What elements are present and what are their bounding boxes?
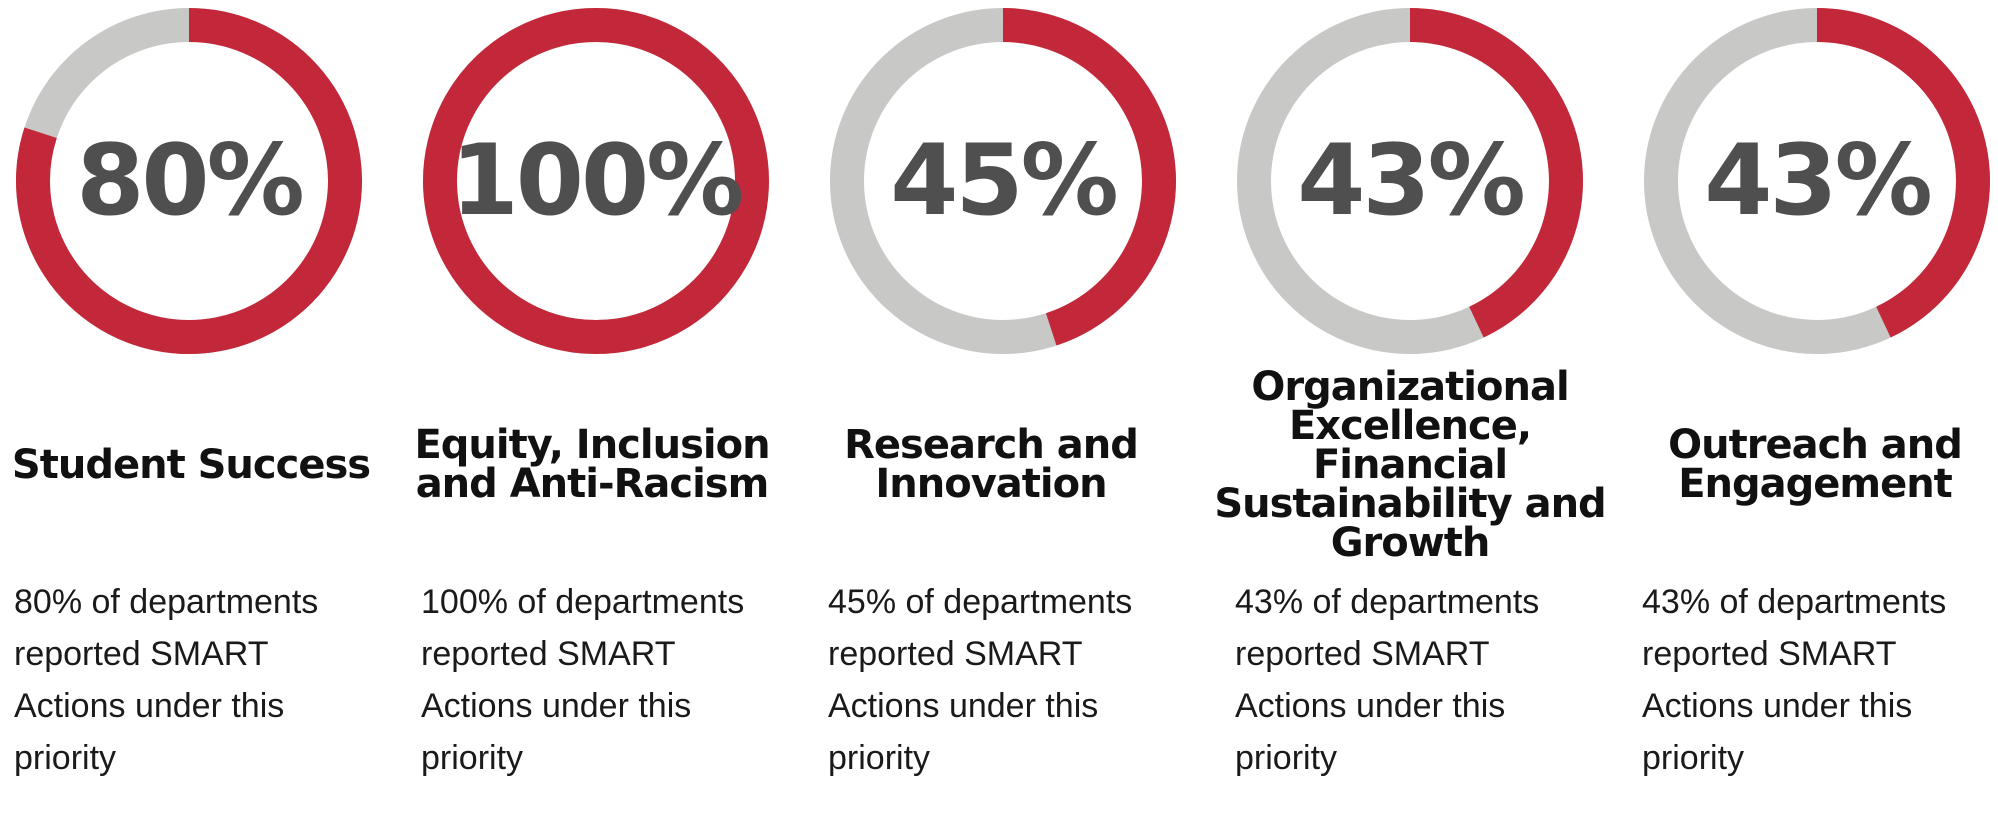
- priority-title: Student Success: [11, 441, 371, 488]
- donut-arc: [1002, 8, 1176, 346]
- priority-card-student-success: 80% Student Success 80% of departments r…: [12, 0, 392, 820]
- donut-arc: [423, 8, 769, 354]
- percent-label: 100%: [450, 124, 745, 238]
- priority-card-research-innovation: 45% Research and Innovation 45% of depar…: [826, 0, 1206, 820]
- priority-description: 45% of departments reported SMART Action…: [828, 583, 1133, 777]
- percent-label: 43%: [1297, 124, 1526, 238]
- donut-chart: 100%: [419, 4, 773, 358]
- priority-title: Equity, Inclusion and Anti-Racism: [414, 422, 770, 507]
- donut-arc: [1816, 8, 1990, 338]
- priority-title: Organizational Excellence, Financial Sus…: [1214, 363, 1606, 566]
- priority-card-equity-inclusion: 100% Equity, Inclusion and Anti-Racism 1…: [414, 0, 799, 820]
- donut-arc: [1409, 8, 1583, 338]
- priority-card-outreach-engagement: 43% Outreach and Engagement 43% of depar…: [1640, 0, 1998, 820]
- donut-arc: [16, 8, 362, 354]
- donut-chart: 43%: [1233, 4, 1587, 358]
- donut-chart: 45%: [826, 4, 1180, 358]
- priority-card-organizational-excellence: 43% Organizational Excellence, Financial…: [1214, 0, 1613, 820]
- donut-chart: 43%: [1640, 4, 1994, 358]
- percent-label: 43%: [1704, 124, 1933, 238]
- priority-description: 80% of departments reported SMART Action…: [14, 583, 319, 777]
- donut-chart: 80%: [12, 4, 366, 358]
- donut-svg: [1237, 8, 1583, 354]
- priority-description: 100% of departments reported SMART Actio…: [421, 583, 745, 777]
- donut-svg: [1644, 8, 1990, 354]
- donut-svg: [830, 8, 1176, 354]
- priority-title: Outreach and Engagement: [1668, 422, 1963, 507]
- priority-description: 43% of departments reported SMART Action…: [1235, 583, 1540, 777]
- percent-label: 80%: [76, 124, 305, 238]
- donut-svg: [423, 8, 769, 354]
- priority-description: 43% of departments reported SMART Action…: [1642, 583, 1947, 777]
- donut-svg: [16, 8, 362, 354]
- priority-title: Research and Innovation: [844, 422, 1139, 507]
- percent-label: 45%: [890, 124, 1119, 238]
